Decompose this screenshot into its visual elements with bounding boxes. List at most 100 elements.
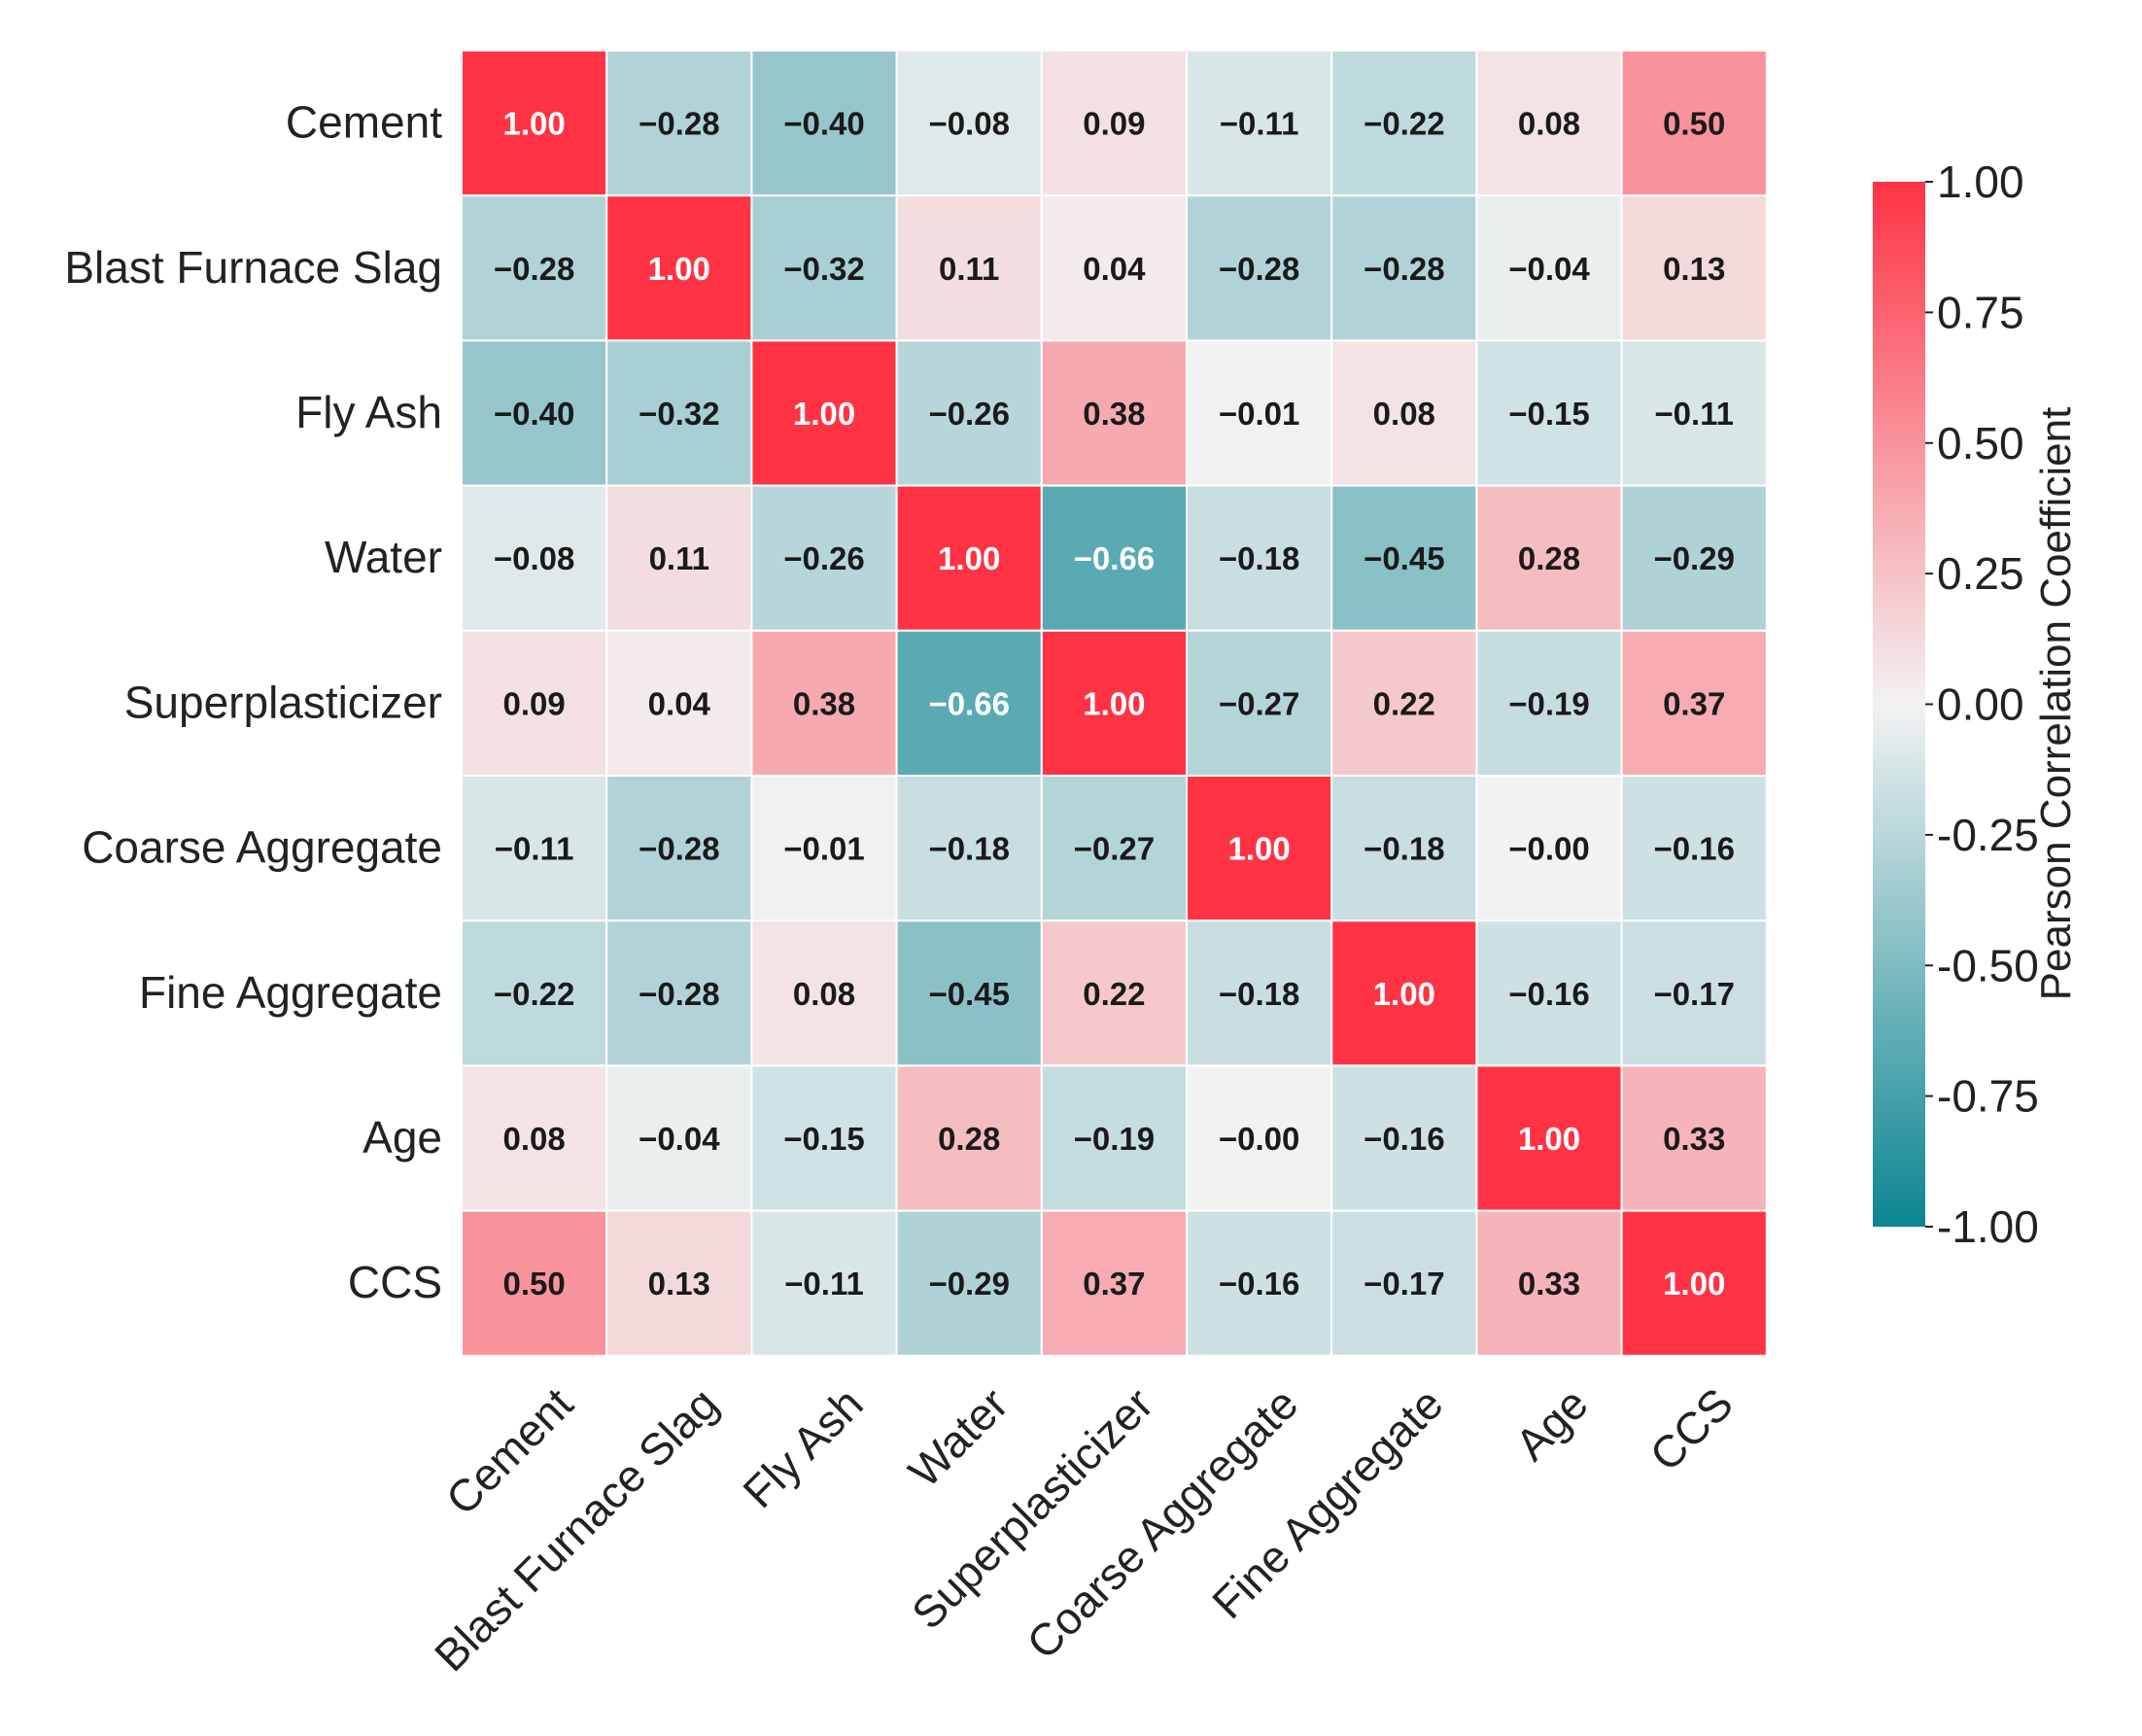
cell-value-label: 0.09 — [502, 685, 565, 721]
heatmap-cell — [1330, 194, 1478, 342]
heatmap-cell — [605, 775, 753, 922]
cell-value-label: 1.00 — [1518, 1121, 1580, 1157]
cell-value-label: 0.28 — [938, 1121, 1000, 1157]
heatmap-cell — [461, 920, 608, 1067]
cell-value-label: −0.66 — [928, 685, 1010, 721]
cell-value-label: −0.22 — [494, 976, 575, 1012]
heatmap-cell — [1040, 194, 1189, 342]
cell-value-label: −0.28 — [1364, 251, 1445, 287]
heatmap-cell — [1330, 920, 1478, 1067]
cell-value-label: −0.04 — [1508, 251, 1590, 287]
column-label: Superplasticizer — [902, 1378, 1162, 1639]
heatmap-cell — [1186, 1064, 1333, 1212]
cell-value-label: −0.01 — [1219, 396, 1300, 432]
row-label: Cement — [286, 97, 442, 148]
cell-value-label: 0.22 — [1083, 976, 1145, 1012]
cell-value-label: 0.13 — [1663, 251, 1725, 287]
cell-value-label: 1.00 — [938, 540, 1000, 576]
cell-value-label: −0.32 — [783, 251, 865, 287]
colorbar-tick-label: 0.50 — [1937, 418, 2024, 469]
column-label: Water — [899, 1378, 1018, 1497]
column-label: Age — [1505, 1378, 1598, 1471]
heatmap-cell — [461, 194, 608, 342]
cell-value-label: 0.11 — [939, 251, 999, 287]
cell-value-label: 1.00 — [1373, 976, 1435, 1012]
cell-value-label: −0.18 — [928, 831, 1010, 867]
cell-value-label: 1.00 — [793, 396, 855, 432]
cell-value-label: −0.00 — [1219, 1121, 1300, 1157]
heatmap-cell — [1040, 920, 1189, 1067]
cell-value-label: −0.40 — [494, 396, 575, 432]
heatmap-cell — [750, 1209, 898, 1357]
cell-value-label: 0.09 — [1083, 106, 1145, 142]
cell-value-label: 1.00 — [648, 251, 710, 287]
cell-value-label: 0.38 — [793, 685, 855, 721]
cell-value-label: −0.19 — [1508, 685, 1590, 721]
cell-value-label: −0.45 — [1364, 540, 1445, 576]
heatmap-cell — [895, 629, 1043, 777]
cell-value-label: −0.27 — [1219, 685, 1300, 721]
heatmap-cell — [461, 1209, 608, 1357]
heatmap-cell — [605, 629, 753, 777]
cell-value-label: 0.08 — [1518, 106, 1580, 142]
cell-value-label: −0.18 — [1219, 976, 1300, 1012]
heatmap-cell — [750, 339, 898, 487]
heatmap-cell — [605, 484, 753, 632]
cell-value-label: 0.50 — [502, 1266, 565, 1302]
heatmap-cells: 1.00 −0.28 −0.40 −0.08 0.09 −0.11 −0.22 0.08 0.5… — [461, 50, 1768, 1357]
cell-value-label: 0.38 — [1083, 396, 1145, 432]
cell-value-label: −0.27 — [1074, 831, 1156, 867]
cell-value-label: −0.11 — [784, 1266, 864, 1302]
cell-value-label: −0.17 — [1653, 976, 1735, 1012]
column-label: Blast Furnace Slag — [425, 1378, 728, 1682]
cell-value-label: −0.11 — [495, 831, 574, 867]
cell-value-label: −0.16 — [1653, 831, 1735, 867]
cell-value-label: −0.15 — [1508, 396, 1590, 432]
cell-value-label: −0.11 — [1220, 106, 1299, 142]
heatmap-cell — [1475, 50, 1623, 197]
cell-value-label: −0.45 — [928, 976, 1010, 1012]
colorbar-tick-label: 0.00 — [1937, 679, 2024, 730]
heatmap-cell — [895, 1064, 1043, 1212]
heatmap-cell — [895, 50, 1043, 197]
heatmap-cell — [605, 920, 753, 1067]
heatmap-cell — [1620, 194, 1768, 342]
column-label: Fly Ash — [733, 1378, 872, 1517]
cell-value-label: 0.37 — [1663, 685, 1725, 721]
column-label: CCS — [1640, 1378, 1742, 1480]
heatmap-cell — [1330, 1064, 1478, 1212]
cell-value-label: 0.11 — [649, 540, 709, 576]
cell-value-label: −0.00 — [1508, 831, 1590, 867]
heatmap-cell — [895, 484, 1043, 632]
heatmap-cell — [1620, 775, 1768, 922]
column-label: Cement — [436, 1378, 583, 1525]
heatmap-cell — [1330, 1209, 1478, 1357]
cell-value-label: −0.26 — [928, 396, 1010, 432]
heatmap-cell — [1330, 629, 1478, 777]
heatmap-cell — [1620, 1209, 1768, 1357]
colorbar-label: Pearson Correlation Coefficient — [2032, 407, 2080, 1001]
colorbar-tick-label: 1.00 — [1937, 156, 2024, 207]
cell-value-label: −0.08 — [928, 106, 1010, 142]
cell-value-label: 0.50 — [1663, 106, 1725, 142]
heatmap-cell — [1620, 629, 1768, 777]
heatmap-cell — [1620, 1064, 1768, 1212]
cell-value-label: −0.28 — [639, 106, 720, 142]
row-label: Blast Furnace Slag — [64, 242, 442, 293]
cell-value-label: −0.17 — [1364, 1266, 1445, 1302]
cell-value-label: 0.13 — [648, 1266, 710, 1302]
cell-value-label: −0.40 — [783, 106, 865, 142]
row-label: Water — [325, 532, 442, 582]
heatmap-cell — [1186, 1209, 1333, 1357]
cell-value-label: −0.16 — [1364, 1121, 1445, 1157]
cell-value-label: 0.08 — [793, 976, 855, 1012]
heatmap-cell — [1186, 50, 1333, 197]
heatmap-cell — [461, 339, 608, 487]
heatmap-cell — [461, 1064, 608, 1212]
heatmap-cell — [461, 629, 608, 777]
cell-value-label: −0.16 — [1219, 1266, 1300, 1302]
cell-value-label: 1.00 — [502, 106, 565, 142]
cell-value-label: −0.15 — [783, 1121, 865, 1157]
colorbar-tick-label: -1.00 — [1937, 1201, 2039, 1252]
